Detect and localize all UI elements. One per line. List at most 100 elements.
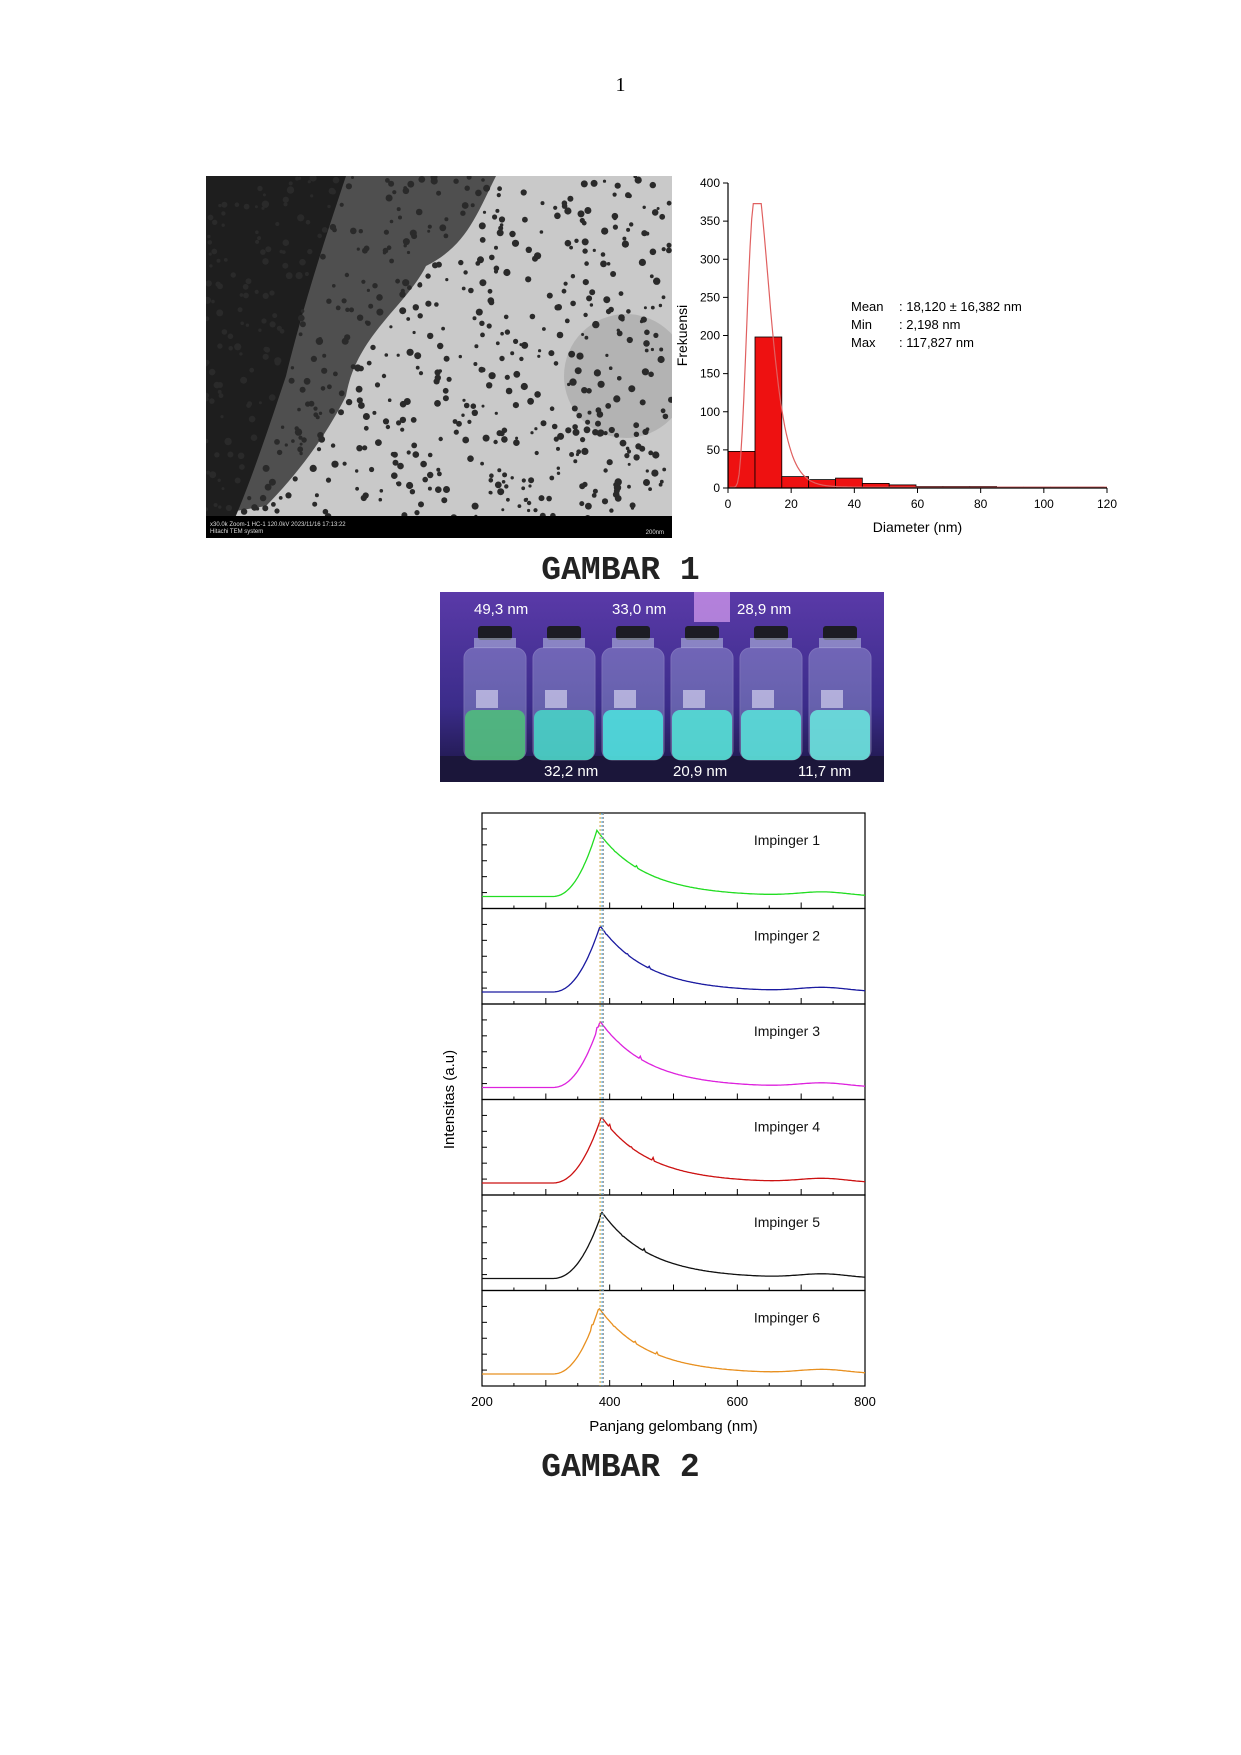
tem-particle <box>414 352 422 360</box>
tem-particle <box>556 466 560 470</box>
tem-particle <box>206 316 210 322</box>
tem-particle <box>501 427 508 434</box>
tem-particle <box>528 484 532 488</box>
tem-particle <box>239 293 244 297</box>
tem-particle <box>626 336 633 344</box>
tem-particle <box>246 403 251 408</box>
tem-particle <box>299 442 303 446</box>
tem-particle <box>653 332 659 338</box>
tem-particle <box>262 292 269 299</box>
tem-particle <box>463 402 470 409</box>
tem-particle <box>261 200 270 208</box>
tem-particle <box>618 291 624 296</box>
tem-particle <box>358 402 365 409</box>
tem-particle <box>483 184 491 192</box>
tem-particle <box>466 176 472 180</box>
tem-particle <box>307 248 313 255</box>
tem-particle <box>651 209 659 216</box>
vial-label-2 <box>545 690 567 708</box>
tem-particle <box>503 314 509 320</box>
stat-label-mean: Mean <box>851 299 884 314</box>
tem-particle <box>581 387 588 394</box>
tem-particle <box>330 189 336 195</box>
tem-particle <box>662 413 669 420</box>
tem-particle <box>211 299 215 304</box>
tem-particle <box>332 284 336 288</box>
tem-dense-edge <box>206 176 346 538</box>
tem-particle <box>605 403 612 409</box>
tem-particle <box>261 318 267 324</box>
tem-particle <box>356 397 363 404</box>
tem-particle <box>420 460 427 468</box>
tem-particle <box>300 309 305 313</box>
tem-particle <box>265 246 272 253</box>
tem-particle <box>221 487 225 491</box>
tem-particle <box>581 333 585 336</box>
tem-particle <box>633 454 640 461</box>
tem-particle <box>659 213 666 220</box>
tem-particle <box>213 503 218 507</box>
y-tick-label-350: 350 <box>700 214 720 228</box>
tem-particle <box>402 187 410 195</box>
tem-particle <box>206 280 212 287</box>
tem-particle <box>321 367 328 374</box>
tem-particle <box>397 462 404 470</box>
tem-particle <box>496 229 504 237</box>
tem-particle <box>433 378 440 385</box>
tem-particle <box>479 320 485 326</box>
spectra-svg: Impinger 1 Impinger 2 Impinger 3 Impinger 4… <box>441 812 876 1435</box>
fit-curve <box>729 203 1107 488</box>
tem-particle <box>511 239 520 247</box>
tem-particle <box>569 452 575 457</box>
tem-particle <box>322 353 327 358</box>
tem-particle <box>504 374 510 380</box>
tem-particle <box>436 467 441 472</box>
tem-particle <box>398 215 402 220</box>
tem-particle <box>385 194 393 202</box>
tem-particle <box>650 347 654 352</box>
tem-particle <box>427 486 432 491</box>
tem-particle <box>571 405 578 412</box>
tem-particle <box>220 415 224 419</box>
tem-particle <box>470 203 475 208</box>
tem-particle <box>221 201 228 208</box>
y-tick-label-400: 400 <box>700 176 720 190</box>
tem-particle <box>234 477 241 484</box>
tem-particle <box>441 326 445 331</box>
tem-particle <box>247 496 252 501</box>
tem-particle <box>612 192 617 197</box>
tem-particle <box>452 419 458 424</box>
tem-particle <box>316 447 322 452</box>
vial-liquid-6 <box>810 710 870 760</box>
tem-particle <box>297 214 305 222</box>
tem-particle <box>206 296 212 304</box>
tem-particle <box>576 352 584 360</box>
stat-value-max: : 117,827 nm <box>899 335 974 350</box>
tem-particle <box>486 323 492 329</box>
tem-particle <box>412 330 416 335</box>
tem-particle <box>434 369 441 376</box>
vials-shelf <box>440 756 884 782</box>
tem-particle <box>430 177 438 185</box>
tem-micrograph: x30.0k Zoom-1 HC-1 120.0kV 2023/11/16 17… <box>206 176 672 538</box>
tem-particle <box>453 429 459 435</box>
tem-particle <box>658 482 663 487</box>
tem-particle <box>622 236 627 241</box>
tem-particle <box>586 388 592 394</box>
tem-particle <box>616 328 620 332</box>
tem-particle <box>563 281 568 286</box>
stat-label-max: Max <box>851 335 876 350</box>
tem-particle <box>310 194 314 198</box>
tem-particle <box>285 492 292 499</box>
tem-particle <box>612 491 620 498</box>
x-tick-label-0: 0 <box>725 497 732 511</box>
y-tick-label-250: 250 <box>700 290 720 304</box>
tem-particle <box>456 420 462 427</box>
tem-caption-line2: Hitachi TEM system <box>210 529 264 535</box>
tem-particle <box>574 367 582 375</box>
tem-particle <box>382 247 389 254</box>
tem-particle <box>396 481 402 487</box>
tem-particle <box>638 258 646 266</box>
tem-particle <box>257 236 262 241</box>
tem-particle <box>488 372 496 380</box>
